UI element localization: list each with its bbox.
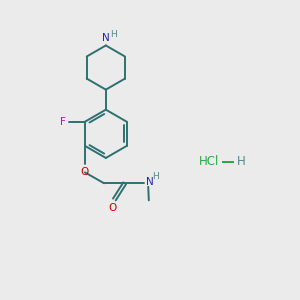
Text: HCl: HCl	[199, 155, 219, 168]
Text: H: H	[152, 172, 159, 181]
Text: H: H	[237, 155, 246, 168]
Text: O: O	[109, 203, 117, 213]
Text: N: N	[146, 177, 154, 187]
Text: F: F	[60, 117, 65, 127]
Text: H: H	[110, 30, 117, 39]
Text: N: N	[102, 33, 110, 43]
Text: O: O	[81, 167, 89, 177]
